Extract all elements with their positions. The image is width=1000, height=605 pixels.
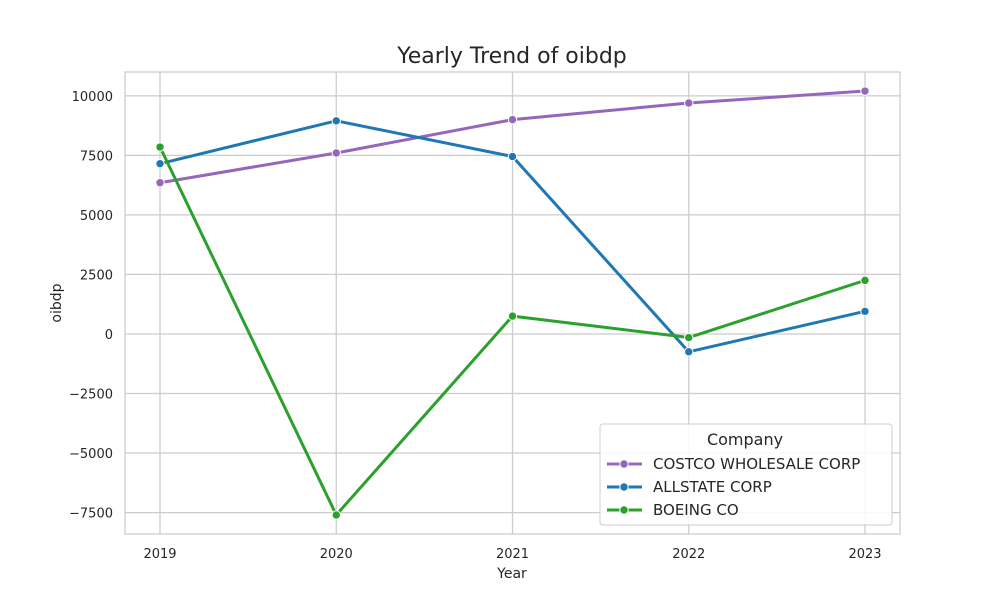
legend-item: BOEING CO (607, 501, 739, 519)
y-tick-label: 10000 (72, 90, 113, 105)
data-point (331, 116, 341, 126)
x-tick-label: 2019 (143, 547, 176, 562)
series-costco-wholesale-corp (155, 86, 870, 188)
chart-title: Yearly Trend of oibdp (396, 44, 627, 69)
legend-label: ALLSTATE CORP (653, 478, 772, 496)
y-tick-label: −7500 (69, 507, 113, 522)
x-tick-label: 2021 (496, 547, 529, 562)
legend-label: BOEING CO (653, 501, 739, 519)
legend: Company COSTCO WHOLESALE CORP ALLSTATE CO… (599, 423, 893, 526)
data-point (860, 306, 870, 317)
y-tick-label: −2500 (69, 387, 113, 402)
data-point (155, 158, 165, 169)
legend-marker-icon (619, 482, 629, 492)
data-point (155, 142, 165, 152)
series-lines (155, 86, 870, 520)
x-axis-ticks: 2019 2020 2021 2022 2023 (143, 547, 881, 562)
data-point (331, 148, 341, 158)
data-point (860, 86, 870, 96)
data-point (684, 347, 694, 357)
legend-label: COSTCO WHOLESALE CORP (653, 455, 860, 473)
legend-marker-icon (619, 505, 629, 515)
legend-marker-icon (619, 459, 629, 469)
x-axis-label: Year (496, 566, 527, 582)
series-boeing-co (155, 142, 870, 520)
y-tick-label: 2500 (80, 268, 113, 283)
data-point (684, 98, 694, 108)
data-point (155, 178, 165, 188)
legend-box (599, 423, 893, 526)
y-tick-label: −5000 (69, 447, 113, 462)
series-allstate-corp (155, 116, 870, 357)
data-point (331, 510, 341, 520)
data-point (507, 114, 518, 125)
plot-area-frame (124, 71, 901, 535)
data-point (507, 151, 518, 162)
x-tick-label: 2020 (320, 547, 353, 562)
y-axis-ticks: 10000 7500 5000 2500 0 −2500 −5000 −7500 (69, 90, 113, 522)
x-tick-label: 2023 (848, 547, 881, 562)
y-tick-label: 0 (105, 328, 113, 343)
legend-items: COSTCO WHOLESALE CORP ALLSTATE CORP BOEING… (607, 455, 860, 519)
legend-title: Company (707, 430, 783, 449)
data-point (507, 311, 518, 321)
legend-item: ALLSTATE CORP (607, 478, 772, 496)
y-axis-label: oibdp (49, 283, 65, 322)
x-tick-label: 2022 (672, 547, 705, 562)
legend-item: COSTCO WHOLESALE CORP (607, 455, 860, 473)
data-point (860, 275, 870, 286)
data-point (684, 332, 694, 343)
y-tick-label: 7500 (80, 149, 113, 164)
y-tick-label: 5000 (80, 209, 113, 224)
